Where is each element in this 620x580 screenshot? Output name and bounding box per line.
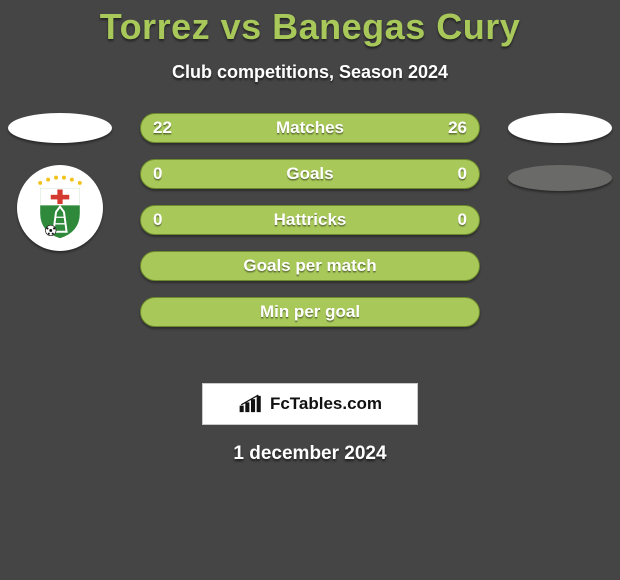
branding-badge: FcTables.com: [202, 383, 418, 425]
stat-bar: 22 Matches 26: [140, 113, 480, 143]
crest-icon: [27, 175, 93, 241]
left-club-crest: [17, 165, 103, 251]
stat-value-left: 0: [153, 164, 162, 184]
date-label: 1 december 2024: [0, 443, 620, 465]
comparison-infographic: Torrez vs Banegas Cury Club competitions…: [0, 0, 620, 580]
right-player-column: [500, 113, 620, 191]
stat-label: Goals per match: [243, 256, 376, 276]
subtitle: Club competitions, Season 2024: [0, 62, 620, 83]
stat-label: Hattricks: [274, 210, 347, 230]
right-club-placeholder: [508, 165, 612, 191]
branding-text: FcTables.com: [270, 394, 382, 414]
stat-bar: 0 Hattricks 0: [140, 205, 480, 235]
stat-label: Matches: [276, 118, 344, 138]
body-area: 22 Matches 26 0 Goals 0 0 Hattricks 0 Goals per m…: [0, 113, 620, 363]
stat-bar: Min per goal: [140, 297, 480, 327]
stat-value-left: 0: [153, 210, 162, 230]
stat-label: Min per goal: [260, 302, 360, 322]
stat-value-right: 0: [458, 210, 467, 230]
page-title: Torrez vs Banegas Cury: [0, 6, 620, 48]
stat-bars: 22 Matches 26 0 Goals 0 0 Hattricks 0 Goals per m…: [140, 113, 480, 327]
stat-bar: 0 Goals 0: [140, 159, 480, 189]
stat-value-right: 26: [448, 118, 467, 138]
stat-bar: Goals per match: [140, 251, 480, 281]
stat-value-right: 0: [458, 164, 467, 184]
stat-label: Goals: [286, 164, 333, 184]
left-avatar-placeholder: [8, 113, 112, 143]
left-player-column: [0, 113, 120, 251]
right-avatar-placeholder: [508, 113, 612, 143]
stat-value-left: 22: [153, 118, 172, 138]
bars-icon: [238, 394, 264, 414]
